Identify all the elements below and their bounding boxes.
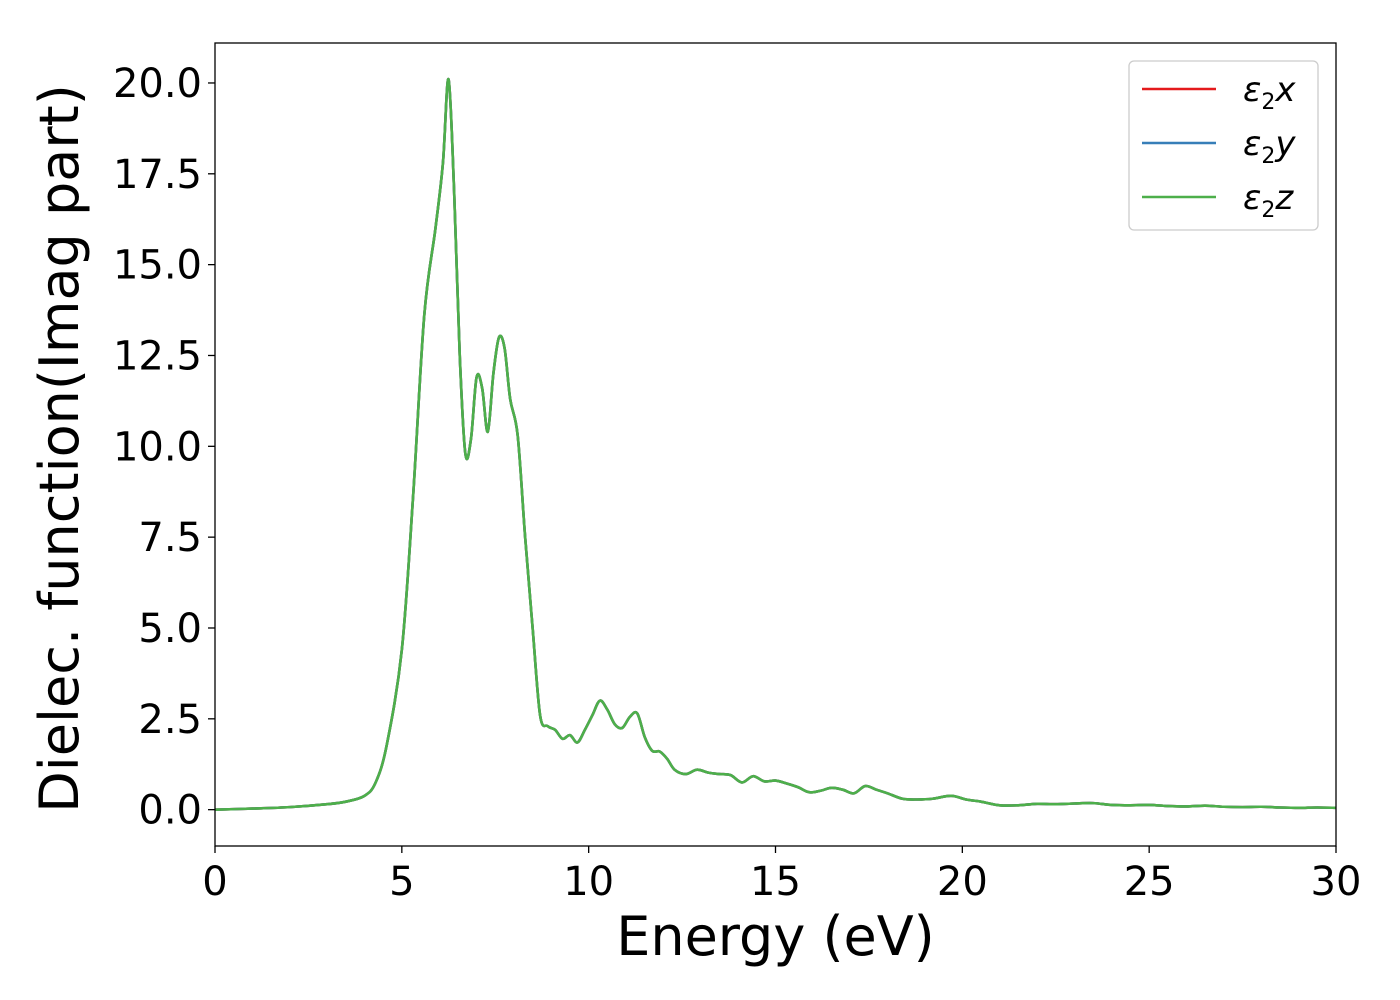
- y-tick-label: 10.0: [113, 424, 202, 470]
- y-tick-label: 2.5: [138, 697, 202, 743]
- x-tick-label: 20: [937, 859, 988, 905]
- x-tick-label: 25: [1124, 859, 1175, 905]
- y-tick-label: 0.0: [138, 788, 202, 834]
- x-tick-label: 30: [1311, 859, 1362, 905]
- x-tick-label: 5: [389, 859, 414, 905]
- y-tick-label: 12.5: [113, 333, 202, 379]
- y-axis-ticks: 0.0 2.5 5.0 7.5 10.0 12.5 15.0 17.5 20.0: [113, 61, 215, 834]
- y-tick-label: 15.0: [113, 243, 202, 289]
- legend-label-z: ε2z: [1243, 178, 1294, 223]
- legend-label-y: ε2y: [1243, 124, 1296, 169]
- x-tick-label: 10: [563, 859, 614, 905]
- y-axis-label: Dielec. function(Imag part): [28, 84, 91, 813]
- y-tick-label: 17.5: [113, 152, 202, 198]
- x-tick-label: 0: [202, 859, 227, 905]
- y-tick-label: 5.0: [138, 606, 202, 652]
- y-tick-label: 7.5: [138, 515, 202, 561]
- x-axis-ticks: 0 5 10 15 20 25 30: [202, 846, 1361, 905]
- series-layer: [215, 78, 1336, 811]
- series-line-z: [215, 78, 1336, 811]
- legend-box: [1128, 60, 1319, 231]
- legend-label-x: ε2x: [1243, 70, 1296, 115]
- x-axis-label: Energy (eV): [616, 905, 935, 968]
- legend: ε2x ε2y ε2z: [1128, 60, 1319, 231]
- x-tick-label: 15: [750, 859, 801, 905]
- y-tick-label: 20.0: [113, 61, 202, 107]
